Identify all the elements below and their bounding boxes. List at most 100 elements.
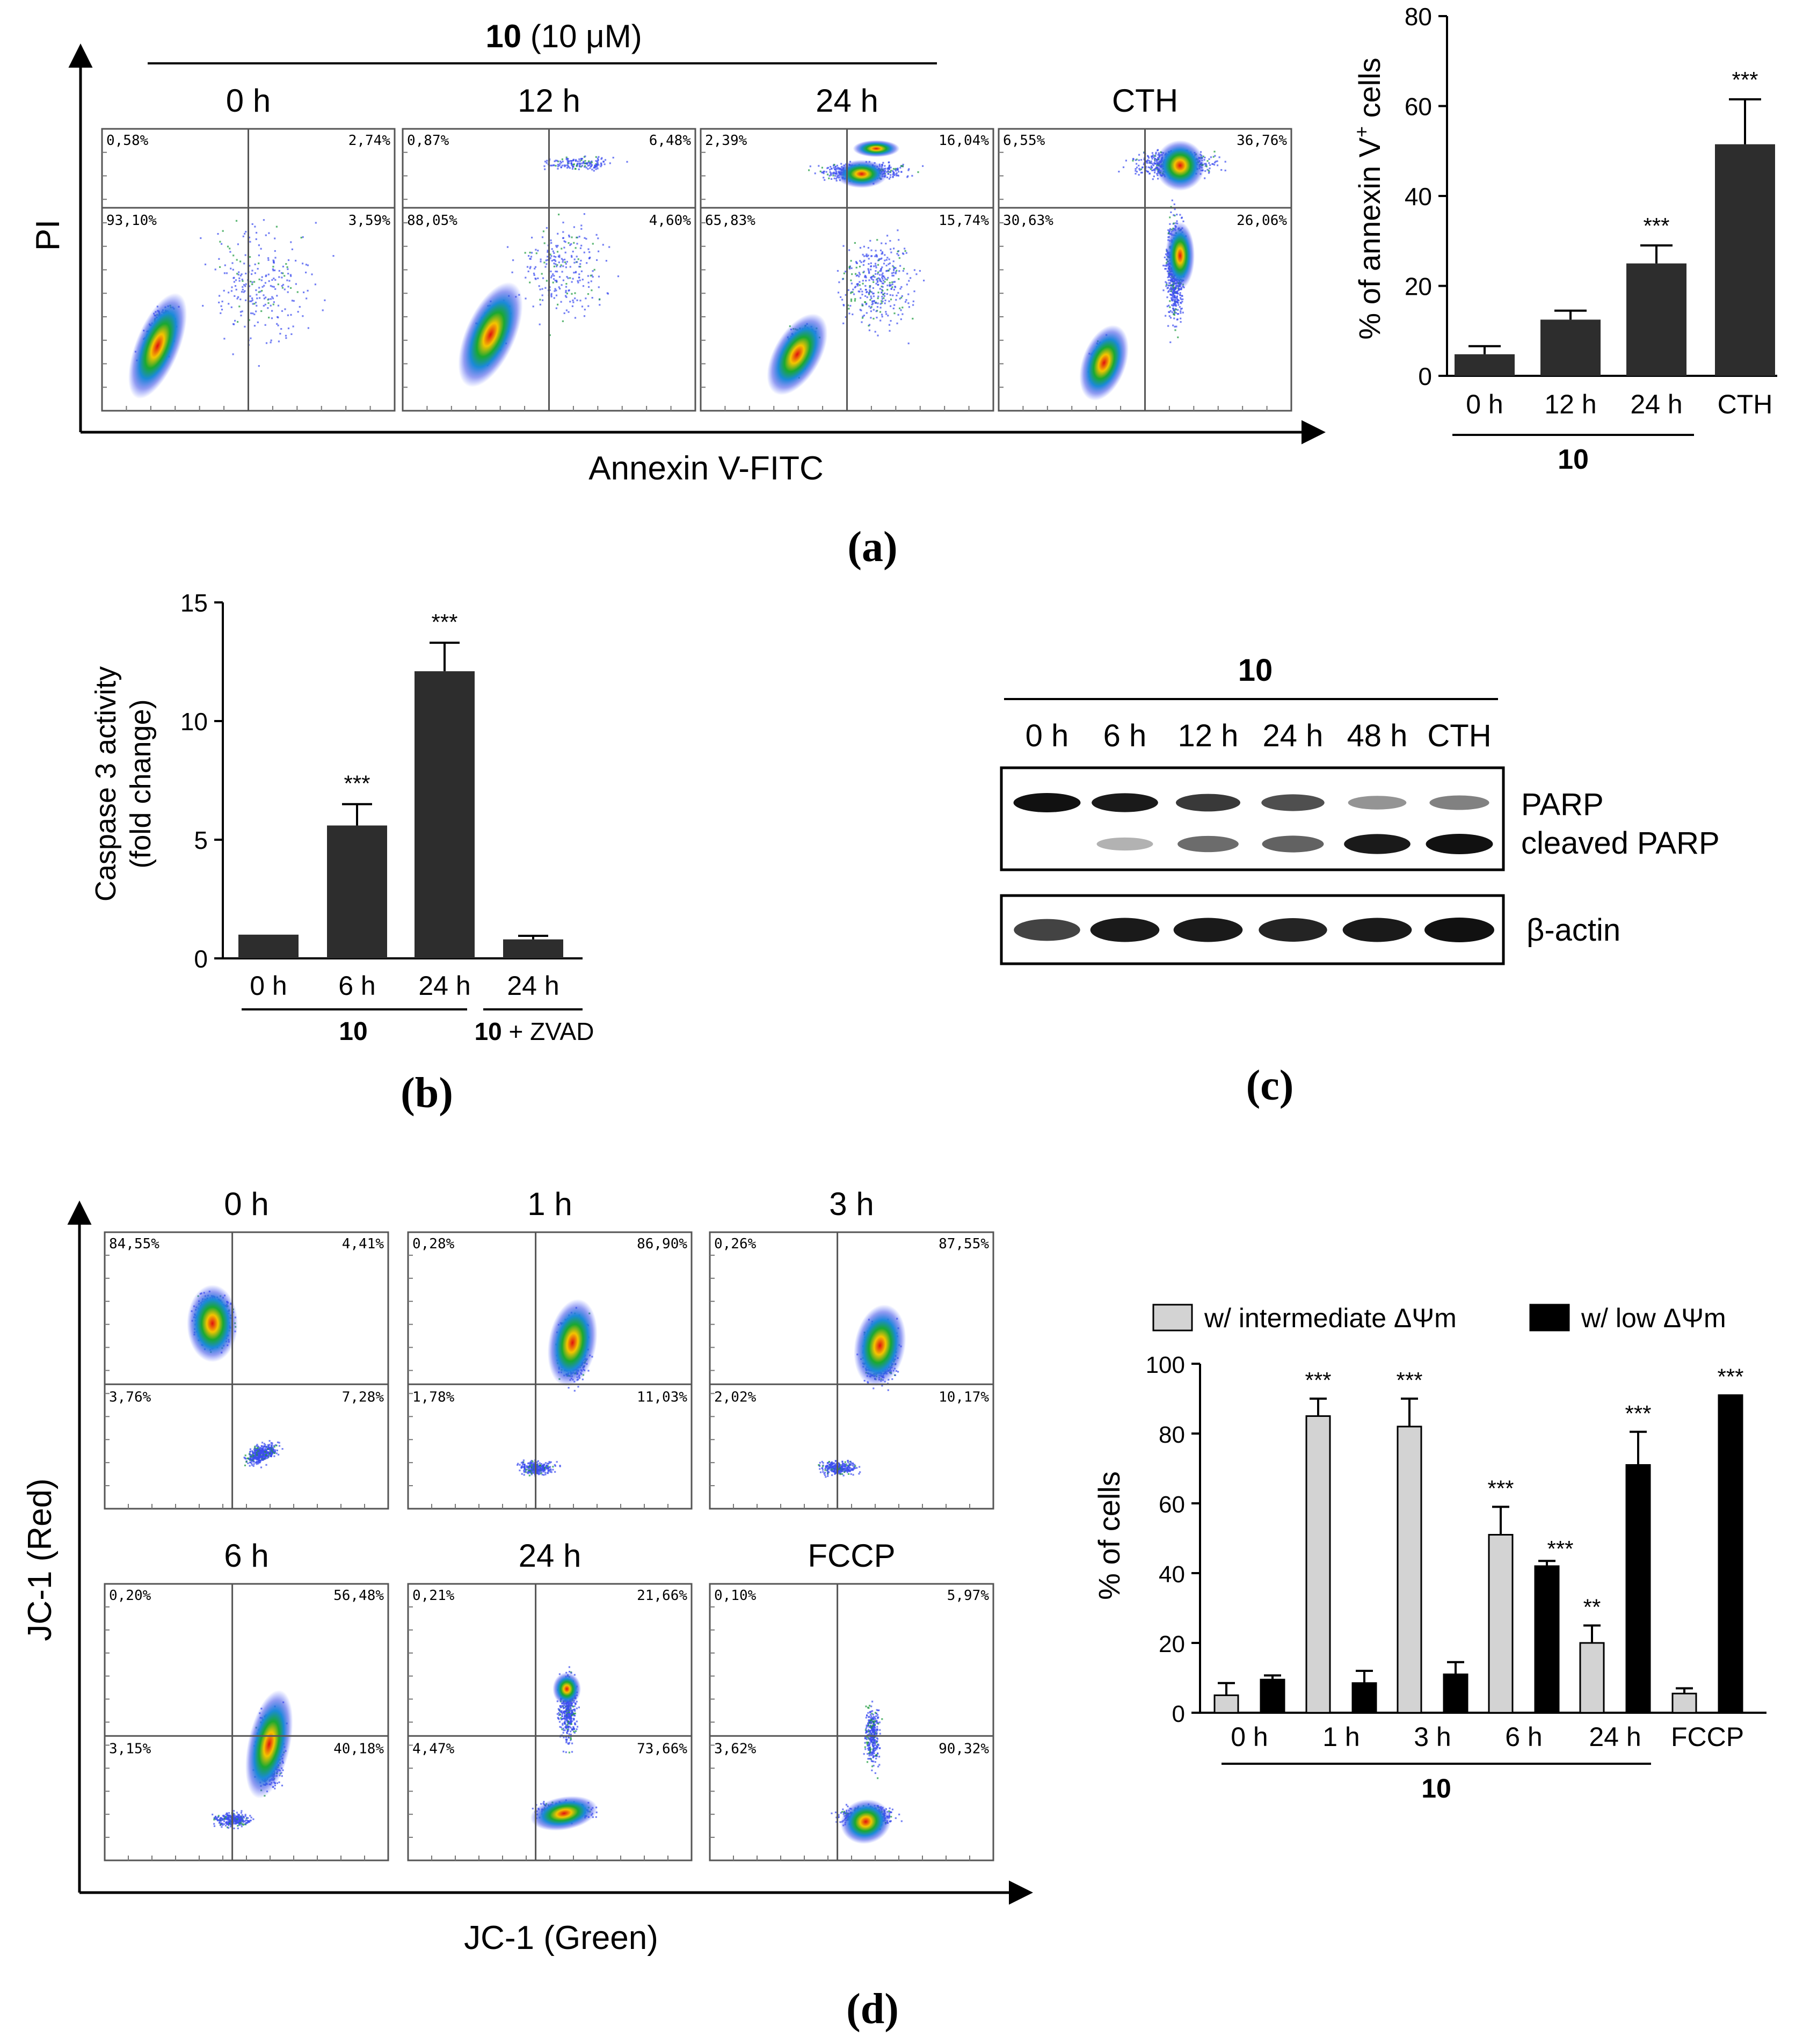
event-dot bbox=[533, 274, 535, 276]
event-dot bbox=[261, 290, 263, 292]
event-dot bbox=[883, 277, 885, 279]
event-dot bbox=[250, 280, 252, 282]
event-dot bbox=[842, 278, 844, 280]
event-dot bbox=[896, 322, 898, 324]
event-dot bbox=[539, 303, 541, 305]
panel-a-x-axis-label: Annexin V-FITC bbox=[588, 450, 824, 487]
event-dot bbox=[910, 277, 912, 279]
event-dot bbox=[581, 162, 583, 164]
event-dot bbox=[257, 321, 259, 323]
event-dot bbox=[899, 166, 902, 169]
event-dot bbox=[577, 161, 579, 163]
event-dot bbox=[882, 278, 884, 280]
event-dot bbox=[829, 169, 831, 171]
event-dot bbox=[912, 304, 914, 306]
event-dot bbox=[579, 160, 581, 162]
event-dot bbox=[552, 259, 555, 261]
event-dot bbox=[555, 245, 557, 247]
event-dot bbox=[267, 302, 270, 304]
event-dot bbox=[551, 248, 553, 250]
event-dot bbox=[258, 287, 260, 289]
event-dot bbox=[580, 224, 583, 227]
event-dot bbox=[562, 221, 564, 223]
event-dot bbox=[558, 213, 560, 216]
event-dot bbox=[870, 295, 872, 297]
event-dot bbox=[885, 311, 887, 313]
event-dot bbox=[565, 291, 567, 294]
event-dot bbox=[562, 265, 564, 267]
event-dot bbox=[568, 311, 570, 313]
event-dot bbox=[562, 259, 564, 261]
event-dot bbox=[254, 226, 256, 228]
event-dot bbox=[252, 303, 254, 305]
event-dot bbox=[534, 267, 536, 270]
event-dot bbox=[547, 251, 549, 253]
event-dot bbox=[880, 268, 882, 270]
event-dot bbox=[587, 168, 589, 170]
event-dot bbox=[870, 255, 873, 257]
event-dot bbox=[869, 286, 871, 288]
event-dot bbox=[563, 312, 565, 314]
event-dot bbox=[591, 289, 593, 292]
event-dot bbox=[550, 295, 552, 297]
event-dot bbox=[881, 292, 883, 294]
event-dot bbox=[571, 256, 573, 258]
event-dot bbox=[877, 273, 879, 275]
event-dot bbox=[861, 317, 864, 319]
event-dot bbox=[553, 252, 555, 254]
event-dot bbox=[245, 231, 247, 233]
event-dot bbox=[549, 257, 551, 259]
event-dot bbox=[555, 289, 557, 292]
event-dot bbox=[557, 245, 559, 247]
event-dot bbox=[1138, 154, 1140, 156]
event-dot bbox=[1147, 159, 1149, 161]
event-dot bbox=[600, 165, 602, 168]
event-dot bbox=[609, 162, 611, 164]
event-dot bbox=[567, 162, 569, 164]
event-dot bbox=[594, 164, 597, 166]
event-dot bbox=[281, 277, 283, 279]
event-dot bbox=[900, 309, 902, 311]
event-dot bbox=[864, 289, 867, 291]
event-dot bbox=[870, 297, 873, 299]
event-dot bbox=[222, 230, 224, 232]
event-dot bbox=[869, 239, 871, 242]
event-dot bbox=[1136, 166, 1138, 169]
event-dot bbox=[870, 307, 872, 309]
event-dot bbox=[626, 161, 628, 163]
event-dot bbox=[267, 259, 270, 261]
event-dot bbox=[576, 236, 578, 238]
event-dot bbox=[576, 165, 578, 167]
event-dot bbox=[561, 248, 563, 250]
event-dot bbox=[542, 230, 544, 232]
event-dot bbox=[572, 250, 574, 253]
event-dot bbox=[860, 309, 862, 311]
event-dot bbox=[558, 286, 560, 288]
quadrant-lower-left-label: 93,10% bbox=[106, 213, 157, 229]
event-dot bbox=[559, 266, 562, 268]
event-dot bbox=[560, 264, 562, 266]
event-dot bbox=[549, 289, 551, 291]
event-dot bbox=[578, 277, 580, 279]
event-dot bbox=[302, 236, 304, 238]
event-dot bbox=[305, 271, 307, 274]
event-dot bbox=[242, 288, 244, 290]
event-dot bbox=[590, 165, 593, 167]
event-dot bbox=[270, 298, 272, 300]
event-dot bbox=[281, 287, 283, 289]
event-dot bbox=[237, 296, 239, 298]
event-dot bbox=[897, 314, 899, 316]
event-dot bbox=[577, 280, 579, 282]
event-dot bbox=[272, 303, 274, 305]
event-dot bbox=[248, 236, 251, 238]
event-dot bbox=[217, 233, 219, 235]
event-dot bbox=[917, 171, 919, 173]
event-dot bbox=[290, 275, 292, 277]
event-dot bbox=[876, 306, 878, 308]
event-dot bbox=[597, 157, 599, 159]
event-dot bbox=[862, 280, 864, 282]
event-dot bbox=[907, 175, 909, 177]
event-dot bbox=[882, 282, 884, 285]
quadrant-lower-left-label: 88,05% bbox=[407, 213, 457, 229]
event-dot bbox=[867, 268, 869, 270]
